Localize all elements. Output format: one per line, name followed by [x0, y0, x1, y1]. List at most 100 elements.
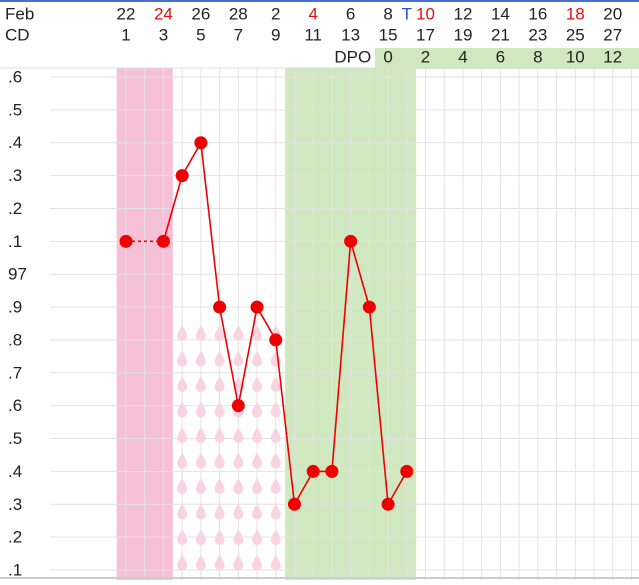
drop-icon — [252, 376, 263, 392]
drop-icon — [195, 503, 206, 520]
drop-icon — [252, 529, 263, 545]
dpo-value: 8 — [533, 47, 542, 66]
temperature-point — [381, 497, 395, 511]
drop-icon — [270, 478, 281, 494]
drop-icon — [233, 529, 244, 545]
drop-icon — [252, 452, 263, 469]
temperature-point — [344, 234, 358, 248]
drop-icon — [270, 554, 281, 571]
date-label: 22 — [117, 4, 136, 23]
dpo-value: 0 — [383, 47, 392, 66]
drop-icon — [214, 478, 225, 494]
dpo-label: DPO — [334, 47, 371, 66]
drop-icon — [270, 452, 281, 469]
temperature-point — [175, 169, 189, 183]
drop-icon — [252, 427, 263, 443]
date-label: 14 — [491, 4, 510, 23]
temperature-point — [325, 464, 339, 478]
y-tick-label: .5 — [8, 429, 22, 448]
date-label: 8 — [383, 4, 392, 23]
date-label: 4 — [308, 4, 317, 23]
drop-icon — [214, 325, 225, 342]
date-label: 16 — [528, 4, 547, 23]
cycle-day-label: 17 — [416, 25, 435, 44]
cycle-day-label: 27 — [603, 25, 622, 44]
y-tick-label: .4 — [8, 133, 22, 152]
y-tick-label: .7 — [8, 363, 22, 382]
temperature-line — [162, 140, 408, 507]
y-tick-label: .8 — [8, 330, 22, 349]
dpo-value: 2 — [421, 47, 430, 66]
temperature-point — [250, 300, 264, 314]
y-tick-label: .1 — [8, 560, 22, 579]
drop-icon — [195, 427, 206, 443]
drop-icon — [177, 401, 188, 418]
fertile-signs — [177, 325, 281, 571]
drop-icon — [177, 350, 188, 367]
dpo-value: 6 — [496, 47, 505, 66]
y-tick-label: .5 — [8, 100, 22, 119]
dpo-band — [374, 48, 639, 69]
temperature-point — [287, 497, 301, 511]
temperature-point — [194, 136, 208, 150]
drop-icon — [270, 427, 281, 443]
top-bar — [0, 0, 639, 2]
drop-icon — [214, 503, 225, 520]
cycle-day-label: 13 — [341, 25, 360, 44]
temperature-point — [306, 464, 320, 478]
drop-icon — [214, 529, 225, 545]
y-tick-label: .3 — [8, 166, 22, 185]
drop-icon — [177, 554, 188, 571]
drop-icon — [252, 401, 263, 418]
drop-icon — [195, 529, 206, 545]
drop-icon — [214, 452, 225, 469]
drop-icon — [177, 452, 188, 469]
temperature-point — [400, 464, 414, 478]
temperature-point — [213, 300, 227, 314]
date-label: 24 — [154, 4, 173, 23]
drop-icon — [195, 401, 206, 418]
drop-icon — [177, 427, 188, 443]
date-label: 18 — [566, 4, 585, 23]
drop-icon — [252, 478, 263, 494]
drop-icon — [214, 554, 225, 571]
drop-icon — [177, 529, 188, 545]
drop-icon — [233, 376, 244, 392]
y-tick-label: .4 — [8, 462, 22, 481]
y-tick-label: .2 — [8, 528, 22, 547]
drop-icon — [214, 350, 225, 367]
drop-icon — [195, 376, 206, 392]
y-tick-label: .6 — [8, 396, 22, 415]
cycle-day-label: 5 — [196, 25, 205, 44]
drop-icon — [177, 503, 188, 520]
drop-icon — [233, 503, 244, 520]
cycle-day-label: 21 — [491, 25, 510, 44]
temperature-point — [362, 300, 376, 314]
y-tick-label: 97 — [8, 265, 27, 284]
cycle-day-label: 9 — [271, 25, 280, 44]
y-tick-label: .1 — [8, 232, 22, 251]
dpo-value: 10 — [566, 47, 585, 66]
drop-icon — [214, 427, 225, 443]
drop-icon — [233, 554, 244, 571]
y-tick-label: .2 — [8, 199, 22, 218]
temperature-point — [231, 399, 245, 413]
temperature-point — [269, 333, 283, 347]
drop-icon — [233, 325, 244, 342]
y-tick-label: .3 — [8, 495, 22, 514]
drop-icon — [233, 350, 244, 367]
date-label: 26 — [191, 4, 210, 23]
cycle-day-label: 23 — [528, 25, 547, 44]
drop-icon — [177, 325, 188, 342]
date-label: 12 — [453, 4, 472, 23]
drop-icon — [252, 325, 263, 341]
temp-shift-marker: T — [402, 4, 412, 23]
y-tick-label: .9 — [8, 298, 22, 317]
drop-icon — [233, 478, 244, 494]
cycle-day-label: 15 — [379, 25, 398, 44]
temperature-point — [156, 234, 170, 248]
cd-label: CD — [5, 25, 30, 44]
drop-icon — [195, 554, 206, 571]
cycle-day-label: 25 — [566, 25, 585, 44]
